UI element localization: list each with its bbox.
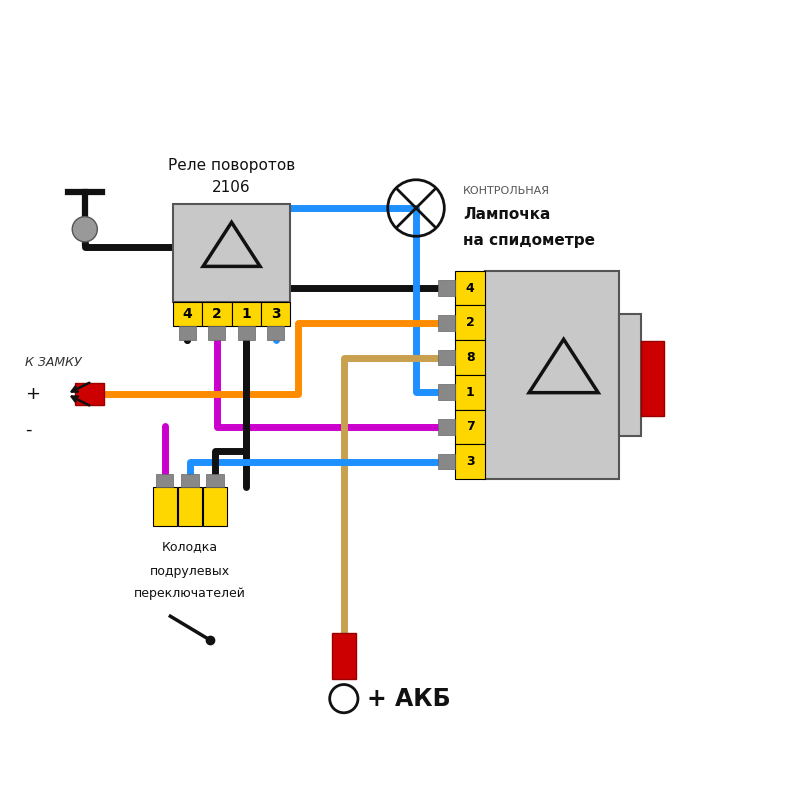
Text: К ЗАМКУ: К ЗАМКУ	[25, 356, 82, 369]
Bar	[455, 271, 485, 305]
Text: подрулевых: подрулевых	[150, 565, 230, 579]
Bar	[485, 271, 619, 479]
Bar	[203, 302, 232, 326]
Bar	[232, 302, 261, 326]
Bar	[619, 314, 641, 436]
Bar	[238, 326, 255, 340]
Bar	[455, 374, 485, 410]
Text: 3: 3	[466, 455, 474, 468]
Bar	[455, 340, 485, 375]
Bar	[455, 410, 485, 444]
Text: 3: 3	[271, 307, 280, 321]
Text: на спидометре: на спидометре	[463, 233, 595, 249]
Bar	[179, 326, 196, 340]
Text: 2: 2	[466, 316, 475, 330]
Text: +: +	[25, 385, 40, 403]
Bar	[206, 474, 224, 487]
Bar	[332, 633, 356, 679]
Bar	[208, 326, 225, 340]
Text: 1: 1	[242, 307, 251, 321]
Bar	[261, 302, 290, 326]
Bar	[181, 474, 199, 487]
Bar	[455, 444, 485, 479]
Bar	[438, 454, 455, 469]
Bar	[641, 341, 664, 416]
Bar	[173, 204, 290, 302]
Circle shape	[72, 217, 97, 242]
Bar	[438, 315, 455, 330]
Text: 1: 1	[466, 385, 475, 399]
Text: 4: 4	[466, 282, 475, 294]
Bar	[438, 349, 455, 365]
Bar	[438, 419, 455, 435]
Bar	[178, 487, 202, 526]
Text: Колодка: Колодка	[162, 540, 218, 553]
Text: Лампочка: Лампочка	[463, 206, 550, 222]
Bar	[153, 487, 177, 526]
Bar	[173, 302, 202, 326]
Bar	[438, 280, 455, 296]
Text: Реле поворотов: Реле поворотов	[168, 158, 295, 173]
Bar	[203, 487, 227, 526]
Text: КОНТРОЛЬНАЯ: КОНТРОЛЬНАЯ	[463, 186, 550, 195]
Text: + АКБ: + АКБ	[367, 687, 451, 710]
Bar	[267, 326, 284, 340]
Text: 4: 4	[183, 307, 192, 321]
Text: 8: 8	[466, 351, 474, 364]
Text: 2: 2	[212, 307, 221, 321]
Text: 7: 7	[466, 420, 475, 433]
Bar	[156, 474, 173, 487]
Bar	[455, 305, 485, 340]
Text: 2106: 2106	[212, 180, 251, 195]
Bar	[75, 383, 104, 405]
Bar	[438, 385, 455, 400]
Text: -: -	[25, 422, 31, 439]
Text: переключателей: переключателей	[134, 587, 246, 601]
